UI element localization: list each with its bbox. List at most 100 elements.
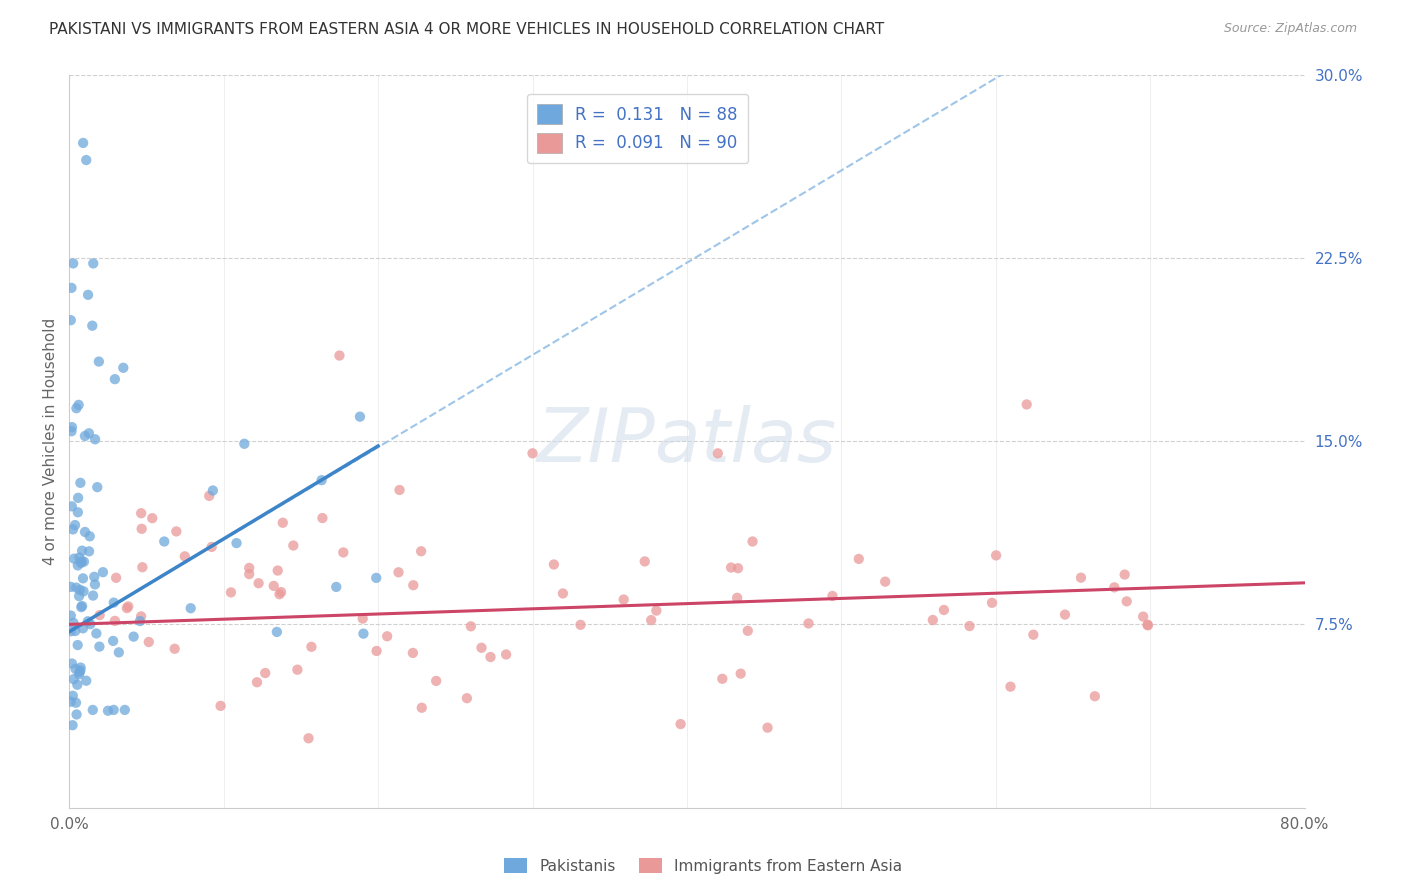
Point: [460, 619, 482, 633]
Point: [101, 634, 124, 648]
Point: [87, 354, 110, 368]
Point: [821, 589, 844, 603]
Point: [60, 424, 83, 438]
Point: [402, 646, 425, 660]
Point: [730, 666, 752, 681]
Point: [60, 281, 83, 295]
Point: [711, 672, 734, 686]
Point: [271, 516, 294, 530]
Point: [77, 544, 100, 558]
Point: [62, 689, 84, 703]
Point: [112, 360, 135, 375]
Point: [62, 256, 84, 270]
Point: [332, 545, 354, 559]
Point: [173, 549, 195, 564]
Point: [79, 529, 101, 543]
Point: [233, 437, 256, 451]
Point: [84, 432, 107, 446]
Point: [352, 611, 374, 625]
Point: [375, 629, 398, 643]
Point: [299, 640, 322, 654]
Point: [875, 574, 897, 589]
Point: [73, 429, 96, 443]
Point: [70, 599, 93, 613]
Point: [62, 523, 84, 537]
Point: [640, 613, 662, 627]
Point: [551, 586, 574, 600]
Point: [201, 483, 224, 498]
Point: [225, 536, 247, 550]
Point: [141, 511, 163, 525]
Point: [67, 667, 90, 681]
Point: [84, 577, 107, 591]
Point: [238, 561, 260, 575]
Point: [1104, 580, 1126, 594]
Point: [104, 372, 127, 386]
Point: [117, 599, 139, 614]
Point: [165, 524, 187, 539]
Point: [86, 480, 108, 494]
Point: [60, 420, 83, 434]
Point: [59, 695, 82, 709]
Point: [247, 576, 270, 591]
Point: [65, 581, 87, 595]
Point: [269, 587, 291, 601]
Point: [1000, 680, 1022, 694]
Point: [69, 660, 91, 674]
Point: [67, 550, 90, 565]
Point: [543, 558, 565, 572]
Point: [60, 500, 83, 514]
Point: [131, 522, 153, 536]
Point: [266, 624, 288, 639]
Point: [65, 662, 87, 676]
Point: [425, 673, 447, 688]
Point: [153, 534, 176, 549]
Point: [67, 491, 90, 505]
Point: [103, 703, 125, 717]
Point: [402, 578, 425, 592]
Point: [495, 648, 517, 662]
Point: [104, 614, 127, 628]
Point: [66, 678, 89, 692]
Point: [328, 349, 350, 363]
Legend: R =  0.131   N = 88, R =  0.091   N = 90: R = 0.131 N = 88, R = 0.091 N = 90: [527, 94, 748, 163]
Point: [59, 608, 82, 623]
Point: [97, 704, 120, 718]
Point: [82, 318, 104, 333]
Point: [456, 691, 478, 706]
Point: [62, 718, 84, 732]
Point: [70, 600, 93, 615]
Point: [131, 560, 153, 574]
Point: [388, 483, 411, 497]
Point: [325, 580, 347, 594]
Text: PAKISTANI VS IMMIGRANTS FROM EASTERN ASIA 4 OR MORE VEHICLES IN HOUSEHOLD CORREL: PAKISTANI VS IMMIGRANTS FROM EASTERN ASI…: [49, 22, 884, 37]
Point: [129, 506, 152, 520]
Point: [297, 731, 319, 746]
Point: [283, 539, 305, 553]
Point: [63, 624, 86, 638]
Point: [82, 703, 104, 717]
Point: [79, 617, 101, 632]
Point: [72, 136, 94, 150]
Point: [311, 511, 333, 525]
Point: [69, 665, 91, 679]
Point: [75, 153, 97, 167]
Point: [569, 617, 592, 632]
Point: [70, 554, 93, 568]
Point: [263, 579, 285, 593]
Point: [198, 489, 221, 503]
Point: [349, 409, 371, 424]
Point: [267, 564, 290, 578]
Y-axis label: 4 or more Vehicles in Household: 4 or more Vehicles in Household: [44, 318, 58, 565]
Point: [366, 644, 388, 658]
Point: [91, 565, 114, 579]
Point: [69, 664, 91, 678]
Text: Source: ZipAtlas.com: Source: ZipAtlas.com: [1223, 22, 1357, 36]
Point: [115, 601, 138, 615]
Point: [103, 596, 125, 610]
Point: [209, 698, 232, 713]
Point: [1132, 609, 1154, 624]
Point: [59, 580, 82, 594]
Point: [65, 401, 87, 416]
Point: [89, 608, 111, 623]
